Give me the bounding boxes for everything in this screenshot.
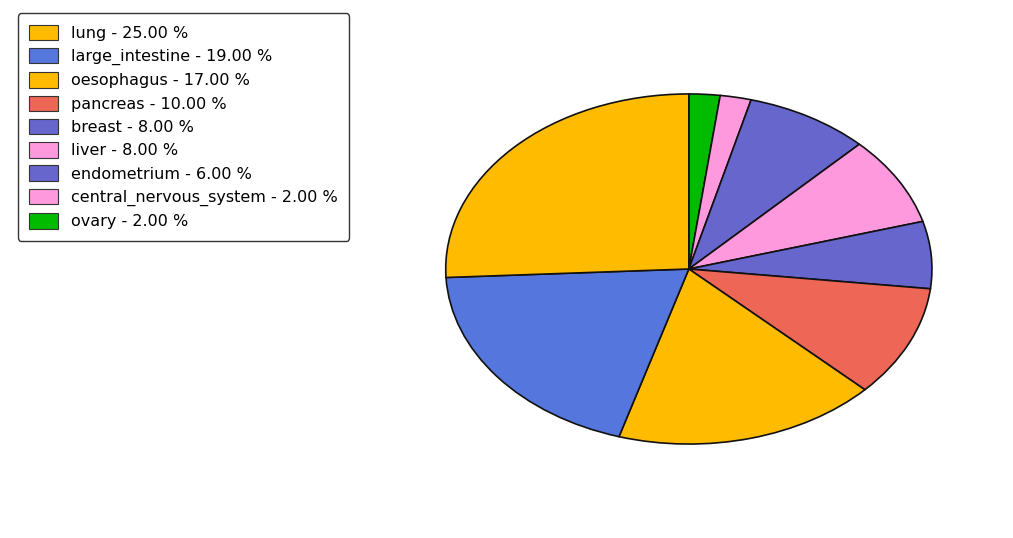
Wedge shape — [689, 222, 932, 289]
Wedge shape — [689, 269, 930, 390]
Wedge shape — [689, 100, 859, 269]
Wedge shape — [446, 269, 689, 437]
Wedge shape — [689, 94, 720, 269]
Wedge shape — [446, 94, 689, 278]
Wedge shape — [689, 144, 923, 269]
Wedge shape — [689, 95, 751, 269]
Legend: lung - 25.00 %, large_intestine - 19.00 %, oesophagus - 17.00 %, pancreas - 10.0: lung - 25.00 %, large_intestine - 19.00 … — [18, 13, 348, 240]
Wedge shape — [619, 269, 865, 444]
